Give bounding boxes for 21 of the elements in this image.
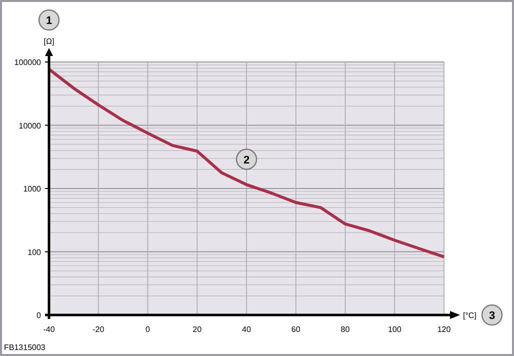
x-tick-label: -20 [92,325,105,334]
y-tick-label: 100000 [14,58,42,67]
x-tick-label: 60 [291,325,301,334]
y-axis-title: [Ω] [44,37,54,46]
y-tick-label: 100 [28,248,42,257]
x-tick-label: 100 [388,325,402,334]
y-tick-label: 10000 [18,121,42,130]
annotation: 2 [243,154,250,166]
y-tick-label: 0 [36,311,42,320]
text: 1 [46,15,52,27]
x-tick-label: -40 [43,325,56,334]
x-tick-label: 120 [437,325,452,334]
x-tick-label: 0 [146,325,151,334]
text: 3 [488,310,496,322]
text: FB1315003 [4,343,46,352]
x-tick-label: 40 [242,325,252,334]
line-series [48,68,446,258]
x-tick-label: 80 [340,325,350,334]
x-axis-title: [°C] [463,311,476,320]
x-tick-label: 20 [192,325,202,334]
y-tick-label: 1000 [23,184,42,194]
